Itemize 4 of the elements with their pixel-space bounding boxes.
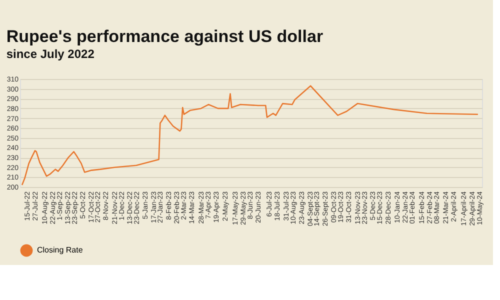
line-series <box>21 85 479 186</box>
chart-subtitle: since July 2022 <box>6 47 95 61</box>
legend-label: Closing Rate <box>37 246 84 254</box>
chart-title: Rupee's performance against US dollar <box>6 27 324 46</box>
